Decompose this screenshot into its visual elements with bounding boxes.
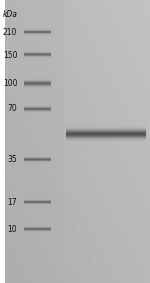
Text: 70: 70 [8,104,17,113]
Text: 10: 10 [8,225,17,234]
Text: 35: 35 [8,155,17,164]
Text: 100: 100 [3,79,17,88]
Text: 210: 210 [3,28,17,37]
Text: 17: 17 [8,198,17,207]
Text: kDa: kDa [2,10,17,19]
Text: 150: 150 [3,51,17,60]
